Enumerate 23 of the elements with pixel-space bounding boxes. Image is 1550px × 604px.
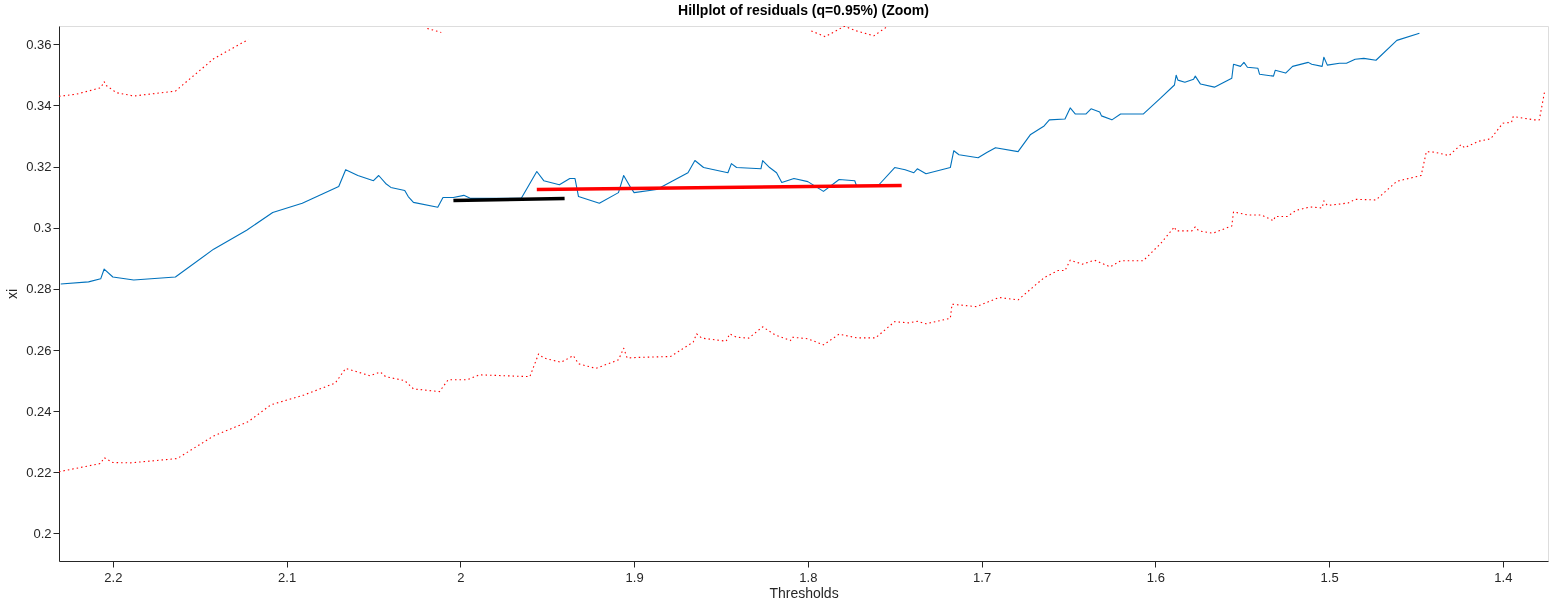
y-tick-label: 0.2 <box>33 525 52 541</box>
x-tick-label: 1.4 <box>1494 569 1513 585</box>
x-tick-label: 1.7 <box>973 569 992 585</box>
line-series <box>59 91 1546 473</box>
y-tick-label: 0.34 <box>26 97 52 113</box>
y-tick-label: 0.36 <box>26 36 52 52</box>
x-tick-label: 1.5 <box>1320 569 1339 585</box>
x-tick-label: 2.2 <box>104 569 123 585</box>
chart-title: Hillplot of residuals (q=0.95%) (Zoom) <box>678 2 929 18</box>
line-series <box>60 32 1420 285</box>
x-tick-label: 2.1 <box>278 569 297 585</box>
x-tick-label: 1.6 <box>1146 569 1165 585</box>
x-tick-label: 2 <box>457 569 465 585</box>
y-tick-label: 0.28 <box>26 281 52 297</box>
x-tick-label: 1.9 <box>625 569 644 585</box>
y-tick-label: 0.32 <box>26 159 52 175</box>
y-tick-label: 0.26 <box>26 342 52 358</box>
y-axis-title: xi <box>4 288 21 300</box>
x-axis-title: Thresholds <box>769 584 839 601</box>
y-tick-label: 0.3 <box>33 220 52 236</box>
y-tick-label: 0.22 <box>26 464 52 480</box>
y-tick-label: 0.24 <box>26 403 52 419</box>
x-tick-label: 1.8 <box>799 569 818 585</box>
